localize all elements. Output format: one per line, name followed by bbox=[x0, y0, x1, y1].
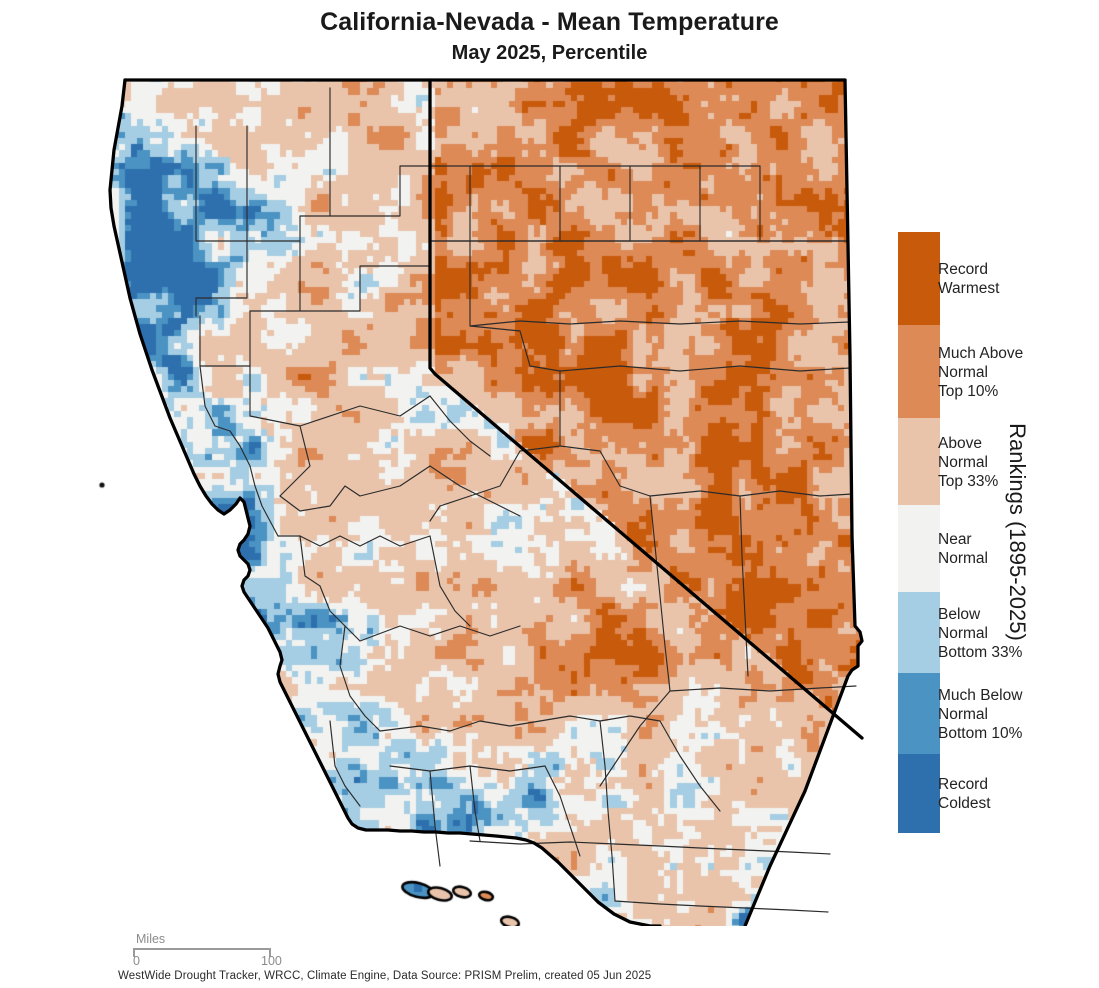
county-boundary-38 bbox=[559, 370, 651, 497]
nevada-east-border bbox=[743, 78, 864, 926]
county-boundary-39 bbox=[649, 490, 853, 497]
county-boundary-31 bbox=[469, 165, 561, 242]
county-boundary-25 bbox=[599, 720, 616, 902]
legend-label-5: Much Below Normal Bottom 10% bbox=[938, 686, 1023, 742]
scale-bar-units: Miles bbox=[136, 932, 166, 946]
county-boundary-46 bbox=[739, 495, 749, 677]
county-boundary-34 bbox=[699, 165, 761, 242]
county-boundary-23 bbox=[469, 765, 481, 842]
county-boundary-5 bbox=[299, 265, 431, 312]
county-boundary-33 bbox=[629, 165, 701, 242]
legend-label-2: Above Normal Top 33% bbox=[938, 434, 999, 490]
county-boundary-22 bbox=[544, 765, 581, 857]
county-boundary-19 bbox=[329, 720, 361, 807]
county-boundary-14 bbox=[339, 625, 381, 732]
county-boundary-37 bbox=[469, 240, 561, 372]
scale-bar-max: 100 bbox=[261, 954, 282, 968]
legend-label-1: Much Above Normal Top 10% bbox=[938, 344, 1024, 400]
county-boundary-16 bbox=[429, 535, 471, 627]
map-area[interactable] bbox=[0, 66, 890, 926]
scale-bar: Miles 0 100 bbox=[133, 932, 282, 968]
legend-label-6: Record Coldest bbox=[938, 775, 991, 812]
county-boundary-13 bbox=[359, 625, 521, 642]
legend-labels: Record Warmest Much Above Normal Top 10% Abov… bbox=[938, 232, 1048, 832]
county-boundary-9 bbox=[199, 365, 256, 487]
unused bbox=[110, 80, 862, 926]
legend-label-3: Near Normal bbox=[938, 531, 988, 568]
county-boundary-21 bbox=[429, 770, 441, 867]
county-boundary-8 bbox=[279, 465, 431, 512]
legend-band-6[interactable] bbox=[898, 754, 940, 833]
title-block: California-Nevada - Mean Temperature May… bbox=[0, 8, 1099, 66]
legend-label-4: Below Normal Bottom 33% bbox=[938, 605, 1023, 661]
county-boundary-32 bbox=[559, 165, 631, 242]
county-boundary-6 bbox=[249, 365, 311, 497]
county-boundary-24 bbox=[539, 715, 661, 722]
county-boundary-40 bbox=[429, 445, 561, 522]
county-boundary-10 bbox=[254, 485, 279, 537]
legend-colorbar[interactable] bbox=[898, 232, 940, 833]
county-boundary-44 bbox=[669, 685, 857, 692]
county-boundary-29 bbox=[614, 900, 829, 913]
county-boundary-0 bbox=[195, 125, 248, 317]
county-boundary-17 bbox=[429, 395, 491, 457]
county-boundary-45 bbox=[599, 690, 671, 787]
legend-label-0: Record Warmest bbox=[938, 261, 1000, 298]
scale-bar-tick-left bbox=[133, 948, 135, 957]
county-boundary-2 bbox=[246, 87, 331, 242]
county-boundary-27 bbox=[469, 840, 616, 845]
legend-band-4[interactable] bbox=[898, 592, 940, 674]
county-boundary-15 bbox=[379, 720, 541, 732]
attribution-text: WestWide Drought Tracker, WRCC, Climate … bbox=[118, 970, 652, 982]
county-boundary-30 bbox=[429, 165, 471, 242]
legend-band-3[interactable] bbox=[898, 505, 940, 593]
legend-band-5[interactable] bbox=[898, 673, 940, 755]
county-boundary-12 bbox=[299, 535, 361, 642]
scale-bar-min: 0 bbox=[133, 954, 140, 968]
county-boundary-42 bbox=[559, 365, 851, 372]
page-subtitle: May 2025, Percentile bbox=[451, 41, 648, 64]
map-boundaries-overlay bbox=[108, 78, 864, 926]
page-title: California-Nevada - Mean Temperature bbox=[320, 8, 779, 36]
legend-band-1[interactable] bbox=[898, 325, 940, 419]
county-boundary-11 bbox=[277, 535, 431, 547]
legend-axis-title: Rankings (1895-2025) bbox=[1005, 423, 1030, 641]
scale-bar-tick-right bbox=[269, 948, 271, 957]
california-nevada-border bbox=[428, 78, 864, 740]
county-boundary-26 bbox=[659, 720, 721, 812]
county-boundary-41 bbox=[649, 495, 671, 692]
county-boundary-7 bbox=[299, 395, 431, 427]
legend-band-0[interactable] bbox=[898, 232, 940, 326]
scale-bar-line bbox=[133, 948, 271, 950]
county-boundary-28 bbox=[614, 843, 831, 855]
county-boundary-3 bbox=[329, 165, 431, 217]
legend-band-2[interactable] bbox=[898, 418, 940, 506]
county-boundary-43 bbox=[469, 320, 850, 327]
california-coastline bbox=[108, 78, 662, 926]
county-boundary-18 bbox=[429, 465, 521, 517]
county-boundary-20 bbox=[389, 765, 546, 772]
county-boundary-4 bbox=[199, 240, 301, 367]
